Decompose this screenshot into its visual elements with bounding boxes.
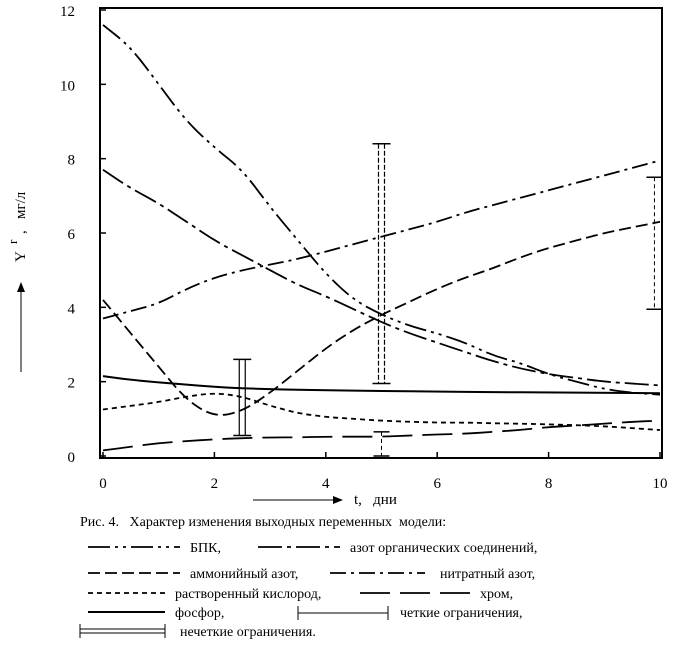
x-tick-label: 0: [99, 476, 107, 492]
y-tick-label: 4: [68, 301, 76, 317]
x-axis-label: t, дни: [354, 492, 397, 508]
series-line: [102, 159, 661, 320]
x-tick-label: 6: [433, 476, 441, 492]
legend-label: БПК,: [190, 541, 221, 556]
x-tick-label: 2: [211, 476, 219, 492]
y-tick-label: 8: [68, 153, 76, 169]
y-axis-unit: , мг/л: [13, 191, 29, 234]
x-tick-label: 4: [322, 476, 330, 492]
y-axis-label: Y: [13, 251, 29, 262]
legend-label: хром,: [480, 587, 513, 602]
x-tick-label: 8: [545, 476, 553, 492]
x-tick-label: 10: [653, 476, 668, 492]
constraints-layer: [233, 143, 663, 457]
y-tick-label: 6: [68, 227, 76, 243]
legend-label: нитратный азот,: [440, 567, 535, 582]
y-tick-label: 2: [68, 376, 76, 392]
series-line: [102, 375, 661, 395]
y-axis-label-superscript: r: [5, 239, 20, 244]
x-axis-ticks: 0 2 4 6 8 10: [99, 452, 668, 492]
y-tick-label: 10: [60, 78, 75, 94]
legend-label: растворенный кислород,: [175, 587, 321, 602]
legend: БПК, азот органических соединений, аммоний…: [79, 541, 537, 640]
x-axis-arrowhead: [333, 496, 343, 504]
y-axis-ticks: 0 2 4 6 8 10 12: [60, 4, 106, 466]
legend-label: нечеткие ограничения.: [180, 625, 316, 640]
legend-label: четкие ограничения,: [400, 606, 523, 621]
series-line: [102, 24, 661, 396]
y-axis-arrowhead: [17, 282, 25, 292]
series-line: [102, 220, 661, 416]
series-layer: [102, 24, 661, 452]
y-tick-label: 0: [68, 450, 76, 466]
legend-label: азот органических соединений,: [350, 541, 537, 556]
series-line: [102, 419, 661, 452]
legend-label: фосфор,: [175, 606, 224, 621]
legend-label: аммонийный азот,: [190, 567, 298, 582]
figure-caption: Рис. 4. Характер изменения выходных пере…: [80, 515, 447, 530]
series-line: [102, 169, 661, 387]
y-tick-label: 12: [60, 4, 75, 20]
